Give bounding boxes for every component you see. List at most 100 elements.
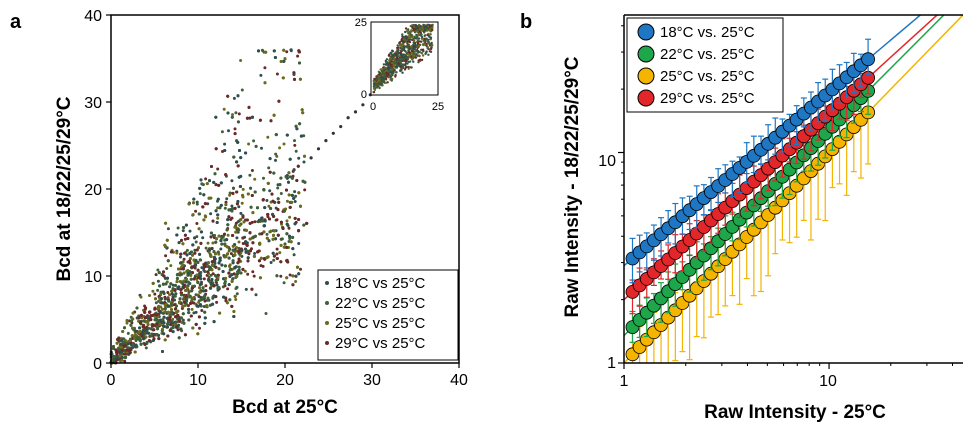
scatter-point bbox=[192, 311, 196, 315]
scatter-point bbox=[185, 253, 189, 257]
scatter-point bbox=[266, 181, 270, 185]
inset-ytick-0: 0 bbox=[361, 89, 367, 101]
scatter-point bbox=[235, 285, 239, 289]
scatter-point bbox=[229, 252, 233, 256]
y-tick-label: 0 bbox=[93, 356, 102, 373]
scatter-point bbox=[247, 105, 251, 109]
inset-point bbox=[384, 68, 388, 71]
scatter-point bbox=[124, 348, 128, 352]
scatter-point bbox=[224, 173, 228, 177]
legend-a-marker-1 bbox=[325, 301, 329, 305]
scatter-point bbox=[233, 294, 237, 298]
scatter-point bbox=[251, 236, 255, 240]
scatter-point bbox=[155, 322, 159, 326]
inset-point bbox=[419, 25, 422, 28]
inset-point bbox=[428, 50, 432, 53]
scatter-point bbox=[115, 341, 119, 345]
scatter-point bbox=[157, 271, 161, 275]
scatter-point bbox=[134, 329, 138, 333]
inset-point bbox=[422, 39, 425, 42]
inset-point bbox=[380, 82, 383, 86]
panel-b-xtick-1: 1 bbox=[620, 373, 629, 390]
scatter-point bbox=[233, 250, 237, 254]
scatter-point bbox=[195, 248, 199, 252]
scatter-point bbox=[263, 66, 267, 70]
scatter-point bbox=[199, 298, 203, 302]
inset-point bbox=[404, 36, 408, 39]
scatter-point bbox=[217, 267, 221, 271]
scatter-point bbox=[282, 48, 286, 52]
scatter-point bbox=[252, 254, 256, 258]
scatter-point bbox=[209, 255, 213, 258]
scatter-point bbox=[233, 132, 237, 136]
scatter-point bbox=[181, 318, 185, 322]
scatter-point bbox=[223, 232, 226, 236]
scatter-point bbox=[192, 284, 196, 288]
scatter-point bbox=[202, 268, 206, 272]
scatter-point bbox=[175, 233, 179, 237]
scatter-point bbox=[198, 290, 202, 294]
scatter-point bbox=[198, 283, 202, 287]
scatter-point bbox=[143, 310, 147, 314]
scatter-point bbox=[302, 223, 306, 227]
inset-point bbox=[422, 43, 425, 46]
scatter-point bbox=[171, 283, 175, 287]
scatter-point bbox=[241, 242, 245, 245]
scatter-point bbox=[175, 251, 179, 255]
inset-point bbox=[423, 29, 427, 32]
scatter-point bbox=[288, 175, 292, 179]
scatter-point bbox=[171, 330, 175, 334]
scatter-point bbox=[282, 281, 286, 285]
inset-point bbox=[425, 38, 428, 41]
scatter-point bbox=[186, 304, 190, 308]
scatter-point bbox=[131, 342, 135, 346]
inset-point bbox=[375, 75, 378, 78]
inset-point bbox=[419, 43, 422, 46]
scatter-point bbox=[121, 330, 125, 333]
scatter-point bbox=[217, 261, 221, 265]
scatter-point bbox=[225, 197, 229, 201]
inset-point bbox=[396, 48, 399, 52]
scatter-point bbox=[244, 247, 247, 251]
scatter-point bbox=[250, 194, 254, 197]
legend-a-label-2: 25°C vs 25°C bbox=[335, 315, 426, 332]
scatter-point bbox=[274, 158, 277, 162]
inset-point bbox=[405, 51, 409, 55]
scatter-point bbox=[346, 116, 350, 120]
scatter-point bbox=[188, 257, 192, 260]
scatter-point bbox=[206, 296, 210, 300]
scatter-point bbox=[145, 331, 149, 335]
inset-point bbox=[402, 35, 405, 39]
scatter-point bbox=[197, 246, 200, 250]
scatter-point bbox=[176, 314, 180, 317]
scatter-point bbox=[245, 243, 249, 247]
scatter-point bbox=[293, 200, 297, 203]
scatter-point bbox=[297, 242, 301, 245]
inset-point bbox=[398, 41, 401, 44]
scatter-point bbox=[135, 336, 139, 340]
scatter-point bbox=[353, 110, 358, 114]
scatter-point bbox=[139, 342, 143, 346]
scatter-point bbox=[203, 310, 207, 314]
scatter-point bbox=[235, 246, 238, 249]
scatter-point bbox=[206, 270, 210, 274]
scatter-point bbox=[170, 319, 174, 323]
scatter-point bbox=[162, 332, 166, 336]
scatter-point bbox=[275, 72, 279, 76]
scatter-point bbox=[281, 227, 285, 230]
scatter-point bbox=[153, 307, 157, 311]
scatter-point bbox=[187, 311, 191, 315]
x-tick-label: 20 bbox=[276, 372, 294, 389]
scatter-point bbox=[266, 135, 270, 139]
scatter-point bbox=[203, 321, 207, 325]
scatter-point bbox=[202, 193, 206, 197]
scatter-point bbox=[170, 302, 174, 306]
scatter-point bbox=[285, 199, 289, 203]
inset-point bbox=[414, 56, 417, 59]
scatter-point bbox=[261, 264, 265, 268]
scatter-point bbox=[272, 113, 276, 117]
scatter-point bbox=[223, 264, 227, 268]
scatter-point bbox=[265, 232, 269, 236]
scatter-point bbox=[187, 318, 191, 322]
